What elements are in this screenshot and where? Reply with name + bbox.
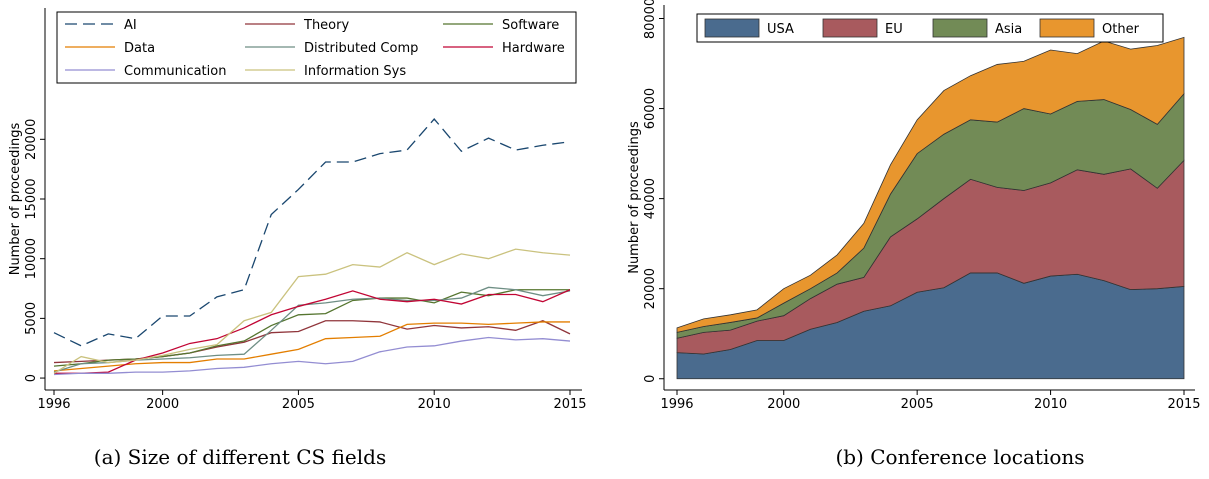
y-tick-label: 20000 — [24, 119, 39, 160]
y-tick-label: 80000 — [643, 0, 658, 39]
line — [53, 336, 571, 376]
line — [53, 248, 571, 374]
area — [676, 36, 1185, 333]
y-tick-label: 60000 — [643, 88, 658, 129]
y-tick-label: 10000 — [24, 238, 39, 279]
legend-label: AI — [124, 18, 137, 33]
x-tick-label: 2010 — [418, 397, 451, 412]
legend-label: Software — [502, 18, 559, 33]
legend-swatch — [822, 18, 878, 38]
x-tick-label: 2015 — [1167, 397, 1200, 412]
legend-swatch — [704, 18, 760, 38]
line — [53, 321, 570, 372]
caption: (a) Size of different CS fields — [94, 445, 386, 469]
caption: (b) Conference locations — [835, 445, 1084, 469]
x-tick-label: 2005 — [901, 397, 934, 412]
x-tick-label: 1996 — [37, 397, 70, 412]
x-tick-label: 2010 — [1034, 397, 1067, 412]
y-tick-label: 20000 — [643, 268, 658, 309]
y-tick-label: 15000 — [24, 178, 39, 219]
x-tick-label: 2000 — [767, 397, 800, 412]
legend-label: Data — [124, 41, 155, 56]
legend-label: Distributed Comp — [304, 41, 418, 56]
line — [53, 289, 570, 367]
legend-label: Other — [1102, 22, 1140, 37]
legend-label: Asia — [995, 22, 1022, 37]
y-tick-label: 0 — [24, 374, 39, 382]
x-tick-label: 1996 — [660, 397, 693, 412]
y-tick-label: 0 — [643, 375, 658, 383]
legend-swatch — [1039, 18, 1095, 38]
legend-label: Theory — [303, 18, 349, 33]
x-tick-label: 2015 — [553, 397, 586, 412]
legend-label: Communication — [124, 64, 226, 79]
chart: 1996 2000 2005 2010 2015 0 20000 40000 60000 8000… — [627, 0, 1201, 469]
legend-label: Information Sys — [304, 64, 406, 79]
legend-label: Hardware — [502, 41, 565, 56]
legend-label: USA — [767, 22, 794, 37]
line — [53, 118, 571, 347]
chart: 1996 2000 2005 2010 2015 0 5000 10000 15000 20000… — [8, 8, 587, 469]
x-tick-label: 2005 — [282, 397, 315, 412]
y-tick-label: 40000 — [643, 178, 658, 219]
y-axis-label: Number of proceedings — [627, 121, 642, 274]
line — [53, 320, 571, 364]
y-tick-label: 5000 — [24, 302, 39, 335]
legend-swatch — [932, 18, 988, 38]
x-tick-label: 2000 — [146, 397, 179, 412]
legend-label: EU — [885, 22, 903, 37]
y-axis-label: Number of proceedings — [8, 123, 23, 276]
